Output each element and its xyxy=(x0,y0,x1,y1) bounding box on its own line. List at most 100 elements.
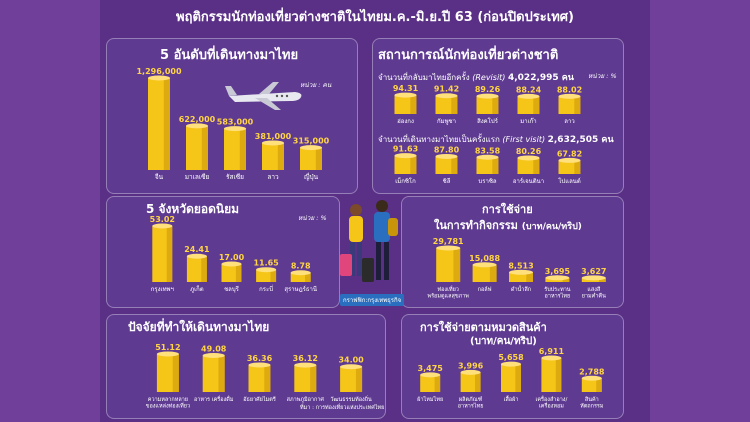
travel_factors-coin-shade-1 xyxy=(218,355,225,392)
spending_activity-coin-stack-2 xyxy=(509,272,533,282)
spending_category-coin-top-3 xyxy=(541,355,562,361)
top_origin-category-label-1: มาเลเซีย xyxy=(185,173,210,181)
top_provinces-coin-shade-0 xyxy=(166,226,173,282)
spending_activity-category-label-3: อาหารไทย xyxy=(545,293,571,300)
provinces-unit: หน่วย : % xyxy=(298,214,327,222)
spending_activity-coin-top-0 xyxy=(436,245,461,251)
spending_category-category-label-4: หัตถกรรม xyxy=(580,403,604,410)
travel_factors-category-label-2: อัธยาศัยไมตรี xyxy=(243,396,276,403)
top_origin-category-label-0: จีน xyxy=(155,173,164,181)
top_provinces-value-label-1: 24.41 xyxy=(184,245,210,254)
first_visit-coin-top-0 xyxy=(394,153,417,159)
spending_category-coin-top-1 xyxy=(460,369,481,375)
spending_category-bar-3 xyxy=(541,355,562,392)
spending_category-category-label-1: ผลิตภัณฑ์ xyxy=(459,396,483,403)
top_provinces-coin-shade-4 xyxy=(305,272,311,282)
top_provinces-coin-shade-1 xyxy=(201,256,207,282)
spending_category-category-label-3: เครื่องสำอาง/ xyxy=(535,395,567,403)
revisit-coin-top-0 xyxy=(394,92,417,98)
first_visit-coin-top-2 xyxy=(476,154,499,160)
revisit-coin-shade-1 xyxy=(451,95,458,114)
revisit-coin-top-1 xyxy=(435,93,458,99)
first_visit-coin-shade-2 xyxy=(492,157,499,174)
top_origin-bar-1 xyxy=(186,123,208,170)
spending_category-category-label-0: ผ้าไหมไทย xyxy=(417,396,443,403)
spending_activity-value-label-1: 15,088 xyxy=(469,254,500,263)
top_origin-coin-shade-3 xyxy=(277,142,284,170)
graphic-credit: กราฟฟิก:กรุงเทพธุรกิจ xyxy=(340,294,405,306)
left-border xyxy=(0,0,100,422)
spending_activity-coin-top-2 xyxy=(509,269,533,275)
revisit-coin-shade-0 xyxy=(410,95,417,114)
first_visit-value-label-2: 83.58 xyxy=(475,146,501,155)
revisit-value-label-0: 94.31 xyxy=(393,84,419,93)
first_visit-coin-top-1 xyxy=(435,153,458,159)
airplane-icon xyxy=(225,82,302,110)
spending_category-value-label-2: 5,658 xyxy=(498,353,524,362)
top_provinces-category-label-0: กรุงเทพฯ xyxy=(151,286,174,293)
situation-title: สถานการณ์นักท่องเที่ยวต่างชาติ xyxy=(378,48,559,63)
top_origin-value-label-1: 622,000 xyxy=(179,115,216,124)
top_provinces-bar-1 xyxy=(186,253,207,282)
first_visit-category-label-4: โปแลนด์ xyxy=(558,177,581,185)
top_origin-category-label-4: ญี่ปุ่น xyxy=(304,172,319,181)
first_visit-category-label-3: อาร์เจนตินา xyxy=(513,177,544,185)
spending_category-bar-0 xyxy=(420,372,441,392)
top_origin-coin-shade-4 xyxy=(315,147,322,170)
spending_activity-category-label-0: ท่องเที่ยว xyxy=(437,285,458,293)
source-note: ที่มา : การท่องเที่ยวแห่งประเทศไทย xyxy=(300,405,385,411)
spending_activity-category-label-0: พร้อมดูแลสุขภาพ xyxy=(427,293,469,300)
top_origin-coin-top-3 xyxy=(262,140,284,146)
activity-title-line2: ในการทำกิจกรรม (บาท/คน/ทริป) xyxy=(434,216,582,234)
top_origin-bar-3 xyxy=(262,140,284,170)
first_visit-coin-shade-1 xyxy=(451,156,458,174)
spending_category-category-label-2: เสื้อผ้า xyxy=(504,395,519,403)
first-visit-subtitle-tag: (First visit) xyxy=(502,135,546,144)
top_provinces-value-label-2: 17.00 xyxy=(219,253,245,262)
spending_category-coin-shade-1 xyxy=(475,372,481,392)
travel_factors-value-label-3: 36.12 xyxy=(293,354,318,363)
spending_category-coin-shade-3 xyxy=(555,358,562,392)
travel_factors-category-label-4: วัฒนธรรมท้องถิ่น xyxy=(330,395,372,403)
top_origin-value-label-0: 1,296,000 xyxy=(136,67,181,76)
top_provinces-coin-top-1 xyxy=(186,253,207,259)
panel-top-provinces xyxy=(106,196,340,308)
revisit-category-label-3: มาเก๊า xyxy=(520,118,536,125)
top_provinces-coin-top-4 xyxy=(290,270,311,276)
top_provinces-value-label-4: 8.78 xyxy=(291,262,311,271)
spending_activity-category-label-1: กอล์ฟ xyxy=(478,286,492,293)
top_origin-category-label-2: รัสเซีย xyxy=(226,173,244,181)
top_provinces-value-label-0: 53.02 xyxy=(150,215,175,224)
spending_activity-value-label-2: 8,513 xyxy=(508,261,533,270)
first_visit-bar-3 xyxy=(517,155,540,174)
revisit-value-label-2: 89.26 xyxy=(475,85,501,94)
spending_activity-coin-shade-0 xyxy=(453,248,461,282)
first_visit-value-label-0: 91.63 xyxy=(393,145,418,154)
first-visit-subtitle: จำนวนที่เดินทางมาไทยเป็นครั้งแรก (First … xyxy=(378,132,614,146)
spending_activity-bar-1 xyxy=(472,262,497,282)
spending_activity-value-label-4: 3,627 xyxy=(581,267,606,276)
top_origin-coin-top-4 xyxy=(300,145,322,151)
first_visit-coin-shade-3 xyxy=(533,157,540,174)
revisit-value-label-3: 88.24 xyxy=(516,85,542,94)
spending_category-category-label-1: อาหารไทย xyxy=(458,403,484,410)
travel_factors-bar-0 xyxy=(156,351,179,392)
spending_category-category-label-4: สินค้า xyxy=(584,396,599,403)
travel_factors-category-label-0: ของแหล่งท่องเที่ยว xyxy=(146,402,190,410)
spending_activity-coin-shade-4 xyxy=(599,277,606,282)
first_visit-category-label-1: ชิลี xyxy=(443,177,451,185)
revisit-subtitle-tag: (Revisit) xyxy=(472,73,506,82)
revisit-subtitle: จำนวนที่กลับมาไทยอีกครั้ง (Revisit) 4,02… xyxy=(378,70,574,84)
travel_factors-coin-top-3 xyxy=(294,362,317,368)
travel_factors-value-label-4: 34.00 xyxy=(338,356,364,365)
spending_activity-bar-4 xyxy=(581,275,606,282)
top_origin-coin-top-1 xyxy=(186,123,208,129)
spending_activity-coin-shade-3 xyxy=(562,277,570,282)
travel_factors-bar-1 xyxy=(202,353,225,392)
travel_factors-coin-shade-2 xyxy=(264,364,271,392)
spending_activity-coin-shade-2 xyxy=(526,272,533,282)
top_origin-category-label-3: ลาว xyxy=(267,173,279,181)
travel_factors-value-label-2: 36.36 xyxy=(247,354,273,363)
